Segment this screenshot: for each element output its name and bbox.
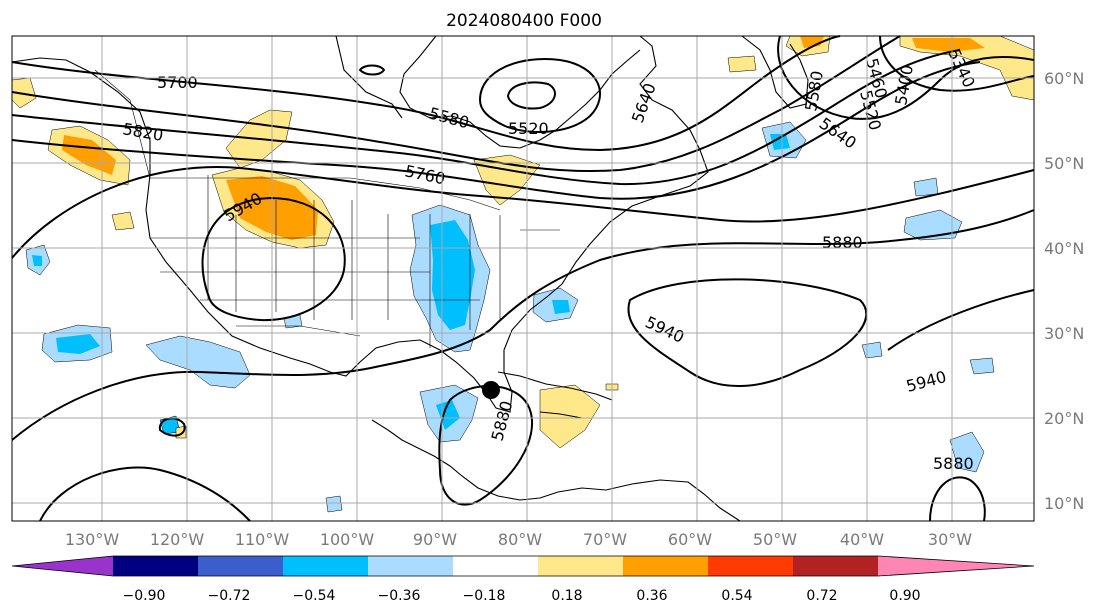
- lon-label: 40°W: [840, 530, 884, 549]
- lon-label: 90°W: [413, 530, 457, 549]
- colorbar-bin: [623, 556, 708, 576]
- lon-label: 110°W: [235, 530, 290, 549]
- lat-label: 30°N: [1044, 324, 1084, 343]
- colorbar-tick-label: 0.90: [889, 588, 920, 604]
- contour-label: 5700: [157, 73, 198, 92]
- colorbar-outline: [11, 555, 1035, 577]
- graticule: [12, 36, 1034, 521]
- colorbar-bin: [708, 556, 793, 576]
- lon-label: 100°W: [320, 530, 375, 549]
- height-contours: [11, 35, 1035, 522]
- contour-label: 5880: [933, 454, 974, 473]
- map-frame: [11, 35, 1035, 522]
- lon-label: 60°W: [668, 530, 712, 549]
- lon-label: 30°W: [928, 530, 972, 549]
- colorbar-bin: [283, 556, 368, 576]
- lon-label: 120°W: [150, 530, 205, 549]
- map-title: 2024080400 F000: [446, 11, 602, 31]
- colorbar-tick-label: −0.36: [378, 588, 421, 604]
- lon-label: 80°W: [498, 530, 542, 549]
- lat-label: 10°N: [1044, 494, 1084, 513]
- lat-label: 60°N: [1044, 69, 1084, 88]
- colorbar-over-extend: [878, 556, 1034, 576]
- lat-label: 40°N: [1044, 239, 1084, 258]
- colorbar-tick-label: −0.54: [293, 588, 336, 604]
- lon-label: 130°W: [65, 530, 120, 549]
- contour-label: 5880: [822, 233, 863, 252]
- lat-label: 20°N: [1044, 409, 1084, 428]
- storm-position-marker: [482, 381, 500, 399]
- colorbar-under-extend: [12, 556, 113, 576]
- colorbar-tick-label: −0.72: [208, 588, 251, 604]
- colorbar-tick-label: 0.72: [806, 588, 837, 604]
- colorbar-tick-label: −0.90: [123, 588, 166, 604]
- colorbar-tick-label: −0.18: [463, 588, 506, 604]
- colorbar-bin: [368, 556, 453, 576]
- colorbar-tick-label: 0.36: [636, 588, 667, 604]
- contour-label: 5520: [508, 119, 549, 138]
- coastlines: [11, 35, 809, 522]
- colorbar-bin: [198, 556, 283, 576]
- colorbar-tick-label: 0.54: [721, 588, 752, 604]
- colorbar-bin: [538, 556, 623, 576]
- colorbar-bin: [793, 556, 878, 576]
- colorbar: −0.90 −0.72 −0.54 −0.36 −0.18 0.18 0.36 …: [11, 555, 1035, 604]
- colorbar-bin: [113, 556, 198, 576]
- map-panel: 5700 5820 5940 5580 5520 5640 5760 5880 …: [11, 35, 1035, 522]
- latitude-labels: 60°N 50°N 40°N 30°N 20°N 10°N: [1044, 69, 1084, 513]
- lat-label: 50°N: [1044, 154, 1084, 173]
- colorbar-bin: [453, 556, 538, 576]
- lon-label: 70°W: [583, 530, 627, 549]
- lon-label: 50°W: [753, 530, 797, 549]
- colorbar-tick-label: 0.18: [551, 588, 582, 604]
- longitude-labels: 130°W 120°W 110°W 100°W 90°W 80°W 70°W 6…: [65, 530, 972, 549]
